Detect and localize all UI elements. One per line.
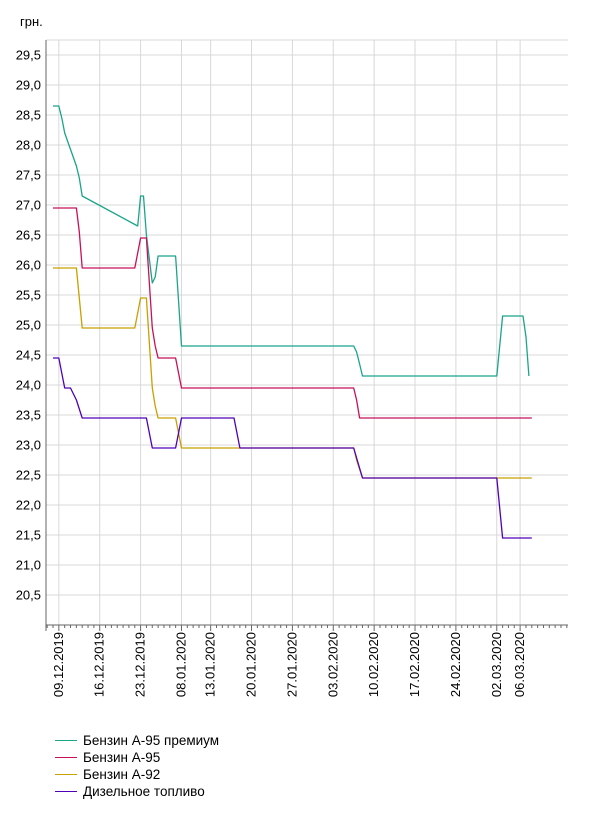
y-tick-label: 23,5: [16, 408, 41, 423]
legend-label-a95-premium: Бензин А-95 премиум: [83, 733, 220, 748]
y-tick-label: 26,5: [16, 228, 41, 243]
legend-label-diesel: Дизельное топливо: [83, 784, 205, 799]
y-tick-label: 22,5: [16, 468, 41, 483]
y-tick-label: 28,0: [16, 138, 41, 153]
y-tick-label: 25,0: [16, 318, 41, 333]
y-tick-label: 24,5: [16, 348, 41, 363]
x-tick-label: 23.12.2019: [133, 632, 148, 697]
x-tick-label: 13.01.2020: [203, 632, 218, 697]
series-lines: [53, 105, 532, 539]
legend-item-a92: Бензин А-92: [55, 766, 219, 783]
x-tick-label: 06.03.2020: [512, 632, 527, 697]
series-line-a95-premium: [53, 105, 530, 377]
x-tick-label: 02.03.2020: [489, 632, 504, 697]
x-tick-label: 20.01.2020: [244, 632, 259, 697]
x-tick-label: 03.02.2020: [325, 632, 340, 697]
x-axis-tick-labels: 09.12.2019 16.12.2019 23.12.2019 08.01.2020…: [51, 632, 527, 697]
x-tick-label: 24.02.2020: [448, 632, 463, 697]
y-tick-label: 23,0: [16, 438, 41, 453]
y-tick-label: 29,0: [16, 78, 41, 93]
y-tick-label: 24,0: [16, 378, 41, 393]
y-tick-label: 25,5: [16, 288, 41, 303]
y-tick-label: 27,5: [16, 168, 41, 183]
legend-swatch-diesel: [55, 791, 77, 792]
legend-item-a95: Бензин А-95: [55, 749, 219, 766]
y-axis-tick-labels: 20,5 21,0 21,5 22,0 22,5 23,0 23,5 24,0 24,5 25,0…: [16, 48, 41, 603]
legend-item-diesel: Дизельное топливо: [55, 783, 219, 800]
legend-swatch-a95-premium: [55, 740, 77, 741]
y-tick-label: 28,5: [16, 108, 41, 123]
y-tick-label: 27,0: [16, 198, 41, 213]
legend: Бензин А-95 премиум Бензин А-95 Бензин А…: [55, 732, 219, 800]
x-tick-label: 09.12.2019: [51, 632, 66, 697]
gridlines: [45, 39, 568, 631]
y-tick-label: 26,0: [16, 258, 41, 273]
x-tick-label: 10.02.2020: [366, 632, 381, 697]
x-tick-label: 08.01.2020: [173, 632, 188, 697]
series-line-a95: [53, 207, 532, 419]
y-axis-unit-label: грн.: [20, 14, 43, 29]
legend-swatch-a92: [55, 774, 77, 775]
legend-item-a95-premium: Бензин А-95 премиум: [55, 732, 219, 749]
y-tick-label: 21,5: [16, 528, 41, 543]
x-tick-label: 16.12.2019: [92, 632, 107, 697]
y-tick-label: 29,5: [16, 48, 41, 63]
legend-swatch-a95: [55, 757, 77, 758]
series-line-diesel: [53, 357, 532, 539]
legend-label-a92: Бензин А-92: [83, 767, 161, 782]
x-axis: [46, 624, 568, 631]
x-tick-label: 17.02.2020: [407, 632, 422, 697]
y-tick-label: 22,0: [16, 498, 41, 513]
x-tick-label: 27.01.2020: [284, 632, 299, 697]
y-tick-label: 21,0: [16, 558, 41, 573]
y-tick-label: 20,5: [16, 588, 41, 603]
legend-label-a95: Бензин А-95: [83, 750, 161, 765]
